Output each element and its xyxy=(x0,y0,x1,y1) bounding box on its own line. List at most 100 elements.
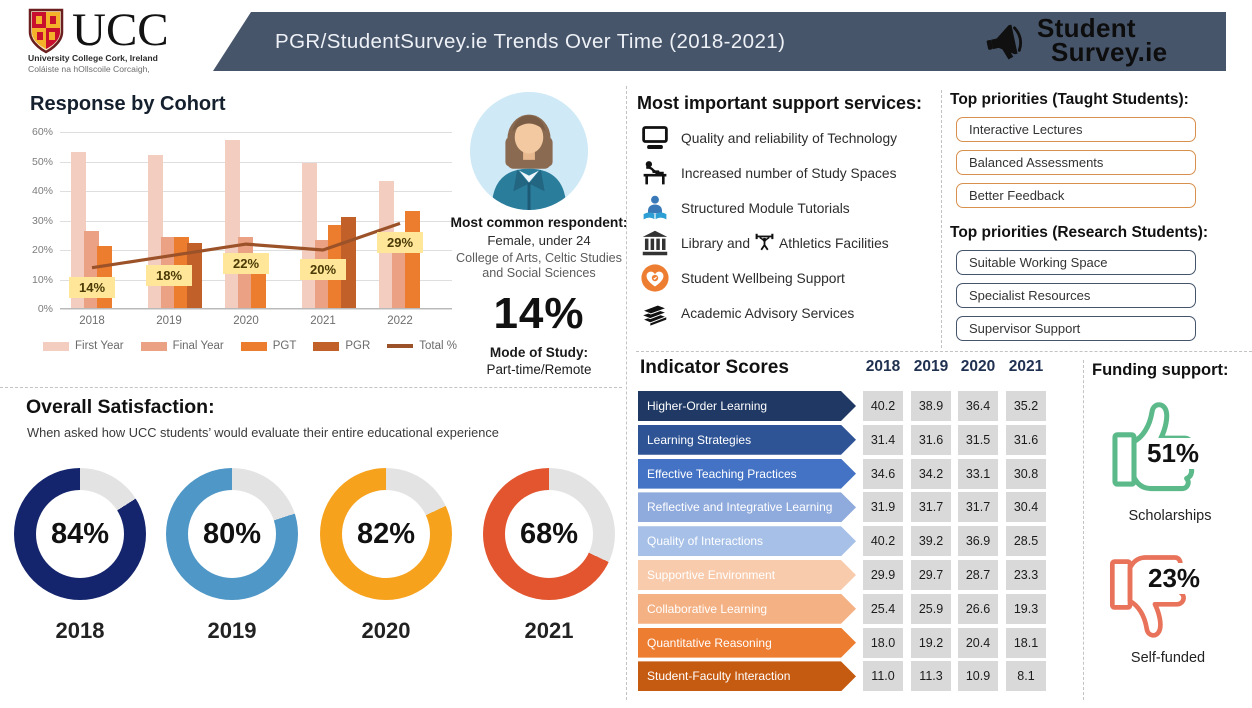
gridline xyxy=(60,191,452,192)
respondent-college-2: and Social Sciences xyxy=(482,265,596,280)
priorities-taught-heading: Top priorities (Taught Students): xyxy=(950,91,1189,108)
reading-person-icon xyxy=(637,194,673,222)
indicator-cell: 40.2 xyxy=(863,526,903,557)
mode-of-study-heading: Mode of Study: xyxy=(489,344,589,360)
indicator-cell: 8.1 xyxy=(1006,661,1046,692)
service-label: Student Wellbeing Support xyxy=(681,270,845,286)
indicator-cell: 26.6 xyxy=(958,593,998,624)
indicator-cell: 25.4 xyxy=(863,593,903,624)
indicator-cell: 36.9 xyxy=(958,526,998,557)
donut-year: 2021 xyxy=(524,618,574,643)
indicator-cell: 31.7 xyxy=(958,492,998,523)
service-item: Structured Module Tutorials xyxy=(637,191,937,225)
legend-label: PGT xyxy=(272,340,297,352)
indicator-title: Indicator Scores xyxy=(640,357,789,378)
cohort-chart-title: Response by Cohort xyxy=(30,93,226,115)
legend-swatch xyxy=(387,344,414,348)
x-axis-label: 2021 xyxy=(310,315,336,327)
legend-item: PGR xyxy=(313,340,370,352)
legend-swatch xyxy=(240,341,267,351)
cohort-plot: 60% 50% 40% 30% 20% 10% 0% 2018 2019 2020 2021 2022… xyxy=(32,126,452,327)
indicator-cell: 31.6 xyxy=(911,424,951,455)
indicator-cell: 10.9 xyxy=(958,661,998,692)
studentsurvey-logo: Student Survey.ie xyxy=(985,13,1168,67)
services-list: Quality and reliability of Technology Inc… xyxy=(637,121,937,331)
priority-box: Better Feedback xyxy=(956,183,1196,208)
cohort-legend: First Year Final Year PGT PGR Total % xyxy=(40,340,460,352)
services-heading: Most important support services: xyxy=(637,93,923,113)
y-axis-tick: 10% xyxy=(31,273,53,286)
indicator-cell: 18.0 xyxy=(863,627,903,658)
indicator-cell: 11.3 xyxy=(911,661,951,692)
separator-vertical-right xyxy=(1083,360,1084,700)
satisfaction-heading: Overall Satisfaction: xyxy=(26,396,215,418)
indicator-year-header: 2019 xyxy=(913,358,949,375)
monitor-icon xyxy=(637,124,673,152)
y-axis-tick: 30% xyxy=(31,214,53,227)
gridline xyxy=(60,309,452,310)
separator-horizontal-left xyxy=(0,387,622,388)
funding-heading: Funding support: xyxy=(1092,361,1229,379)
ucc-name-irish: Coláiste na hOllscoile Corcaigh, xyxy=(28,64,150,74)
service-item: Student Wellbeing Support xyxy=(637,261,937,295)
priority-box: Specialist Resources xyxy=(956,283,1196,308)
bar-first-year xyxy=(71,151,86,308)
satisfaction-donut: 84% xyxy=(14,468,146,600)
bar-pgr xyxy=(187,243,202,308)
ucc-acronym: UCC xyxy=(72,4,169,56)
respondent-college-1: College of Arts, Celtic Studies xyxy=(456,251,622,265)
indicator-cell: 20.4 xyxy=(958,627,998,658)
y-axis-tick: 60% xyxy=(31,126,53,138)
satisfaction-donut: 82% xyxy=(320,468,452,600)
legend-item: PGT xyxy=(240,340,297,352)
donut-year: 2019 xyxy=(207,618,257,643)
priority-box: Interactive Lectures xyxy=(956,117,1196,142)
scholarships-label: Scholarships xyxy=(1128,508,1212,524)
indicator-row-label: Reflective and Integrative Learning xyxy=(638,492,856,522)
indicator-year-header: 2021 xyxy=(1008,358,1044,375)
legend-item: First Year xyxy=(42,340,124,352)
legend-label: PGR xyxy=(345,340,371,352)
respondent-demographic: Female, under 24 xyxy=(487,233,591,248)
mode-of-study-stat: 14% xyxy=(493,288,585,338)
service-item: Quality and reliability of Technology xyxy=(637,121,937,155)
gridline xyxy=(60,161,452,163)
y-axis-tick: 20% xyxy=(31,244,53,256)
total-percent-label: 20% xyxy=(300,259,346,280)
service-item: Increased number of Study Spaces xyxy=(637,156,937,190)
indicator-cell: 19.3 xyxy=(1006,593,1046,624)
mode-of-study-value: Part-time/Remote xyxy=(486,361,592,377)
studentsurvey-wordmark: Student Survey.ie xyxy=(1037,13,1168,67)
ucc-shield-icon xyxy=(28,8,64,54)
indicator-cell: 30.4 xyxy=(1006,492,1046,523)
indicator-cell: 28.7 xyxy=(958,560,998,590)
gridline xyxy=(60,220,452,222)
title-band: PGR/StudentSurvey.ie Trends Over Time (2… xyxy=(213,12,1226,71)
indicator-cell: 19.2 xyxy=(911,627,951,658)
indicator-cell: 30.8 xyxy=(1006,458,1046,489)
service-label: Library and Athletics Facilities xyxy=(681,232,889,254)
legend-label: Total % xyxy=(419,340,457,352)
indicator-cell: 34.2 xyxy=(911,458,951,489)
service-label: Academic Advisory Services xyxy=(681,305,855,321)
indicator-row-label: Effective Teaching Practices xyxy=(638,459,856,489)
x-axis-label: 2022 xyxy=(387,315,413,327)
ucc-name: University College Cork, Ireland xyxy=(28,53,158,63)
indicator-table: Indicator Scores 2018 2019 2020 2021 Higher-… xyxy=(638,355,1080,705)
ucc-logo: UCC xyxy=(28,4,169,56)
legend-swatch xyxy=(313,341,340,351)
x-axis-label: 2019 xyxy=(156,315,182,327)
wellbeing-heart-icon xyxy=(637,263,673,293)
y-axis-tick: 0% xyxy=(37,303,53,315)
indicator-cell: 35.2 xyxy=(1006,391,1046,421)
indicator-cell: 39.2 xyxy=(911,526,951,557)
legend-item: Total % xyxy=(387,340,457,352)
self-funded-label: Self-funded xyxy=(1130,650,1206,666)
indicator-row-label: Quality of Interactions xyxy=(638,526,856,556)
legend-label: Final Year xyxy=(172,340,224,352)
legend-swatch xyxy=(140,341,167,351)
indicator-cell: 11.0 xyxy=(863,661,903,692)
indicator-cell: 31.9 xyxy=(863,492,903,523)
scholarships-percent: 51% xyxy=(1144,438,1203,469)
respondent-heading: Most common respondent: xyxy=(450,215,628,230)
